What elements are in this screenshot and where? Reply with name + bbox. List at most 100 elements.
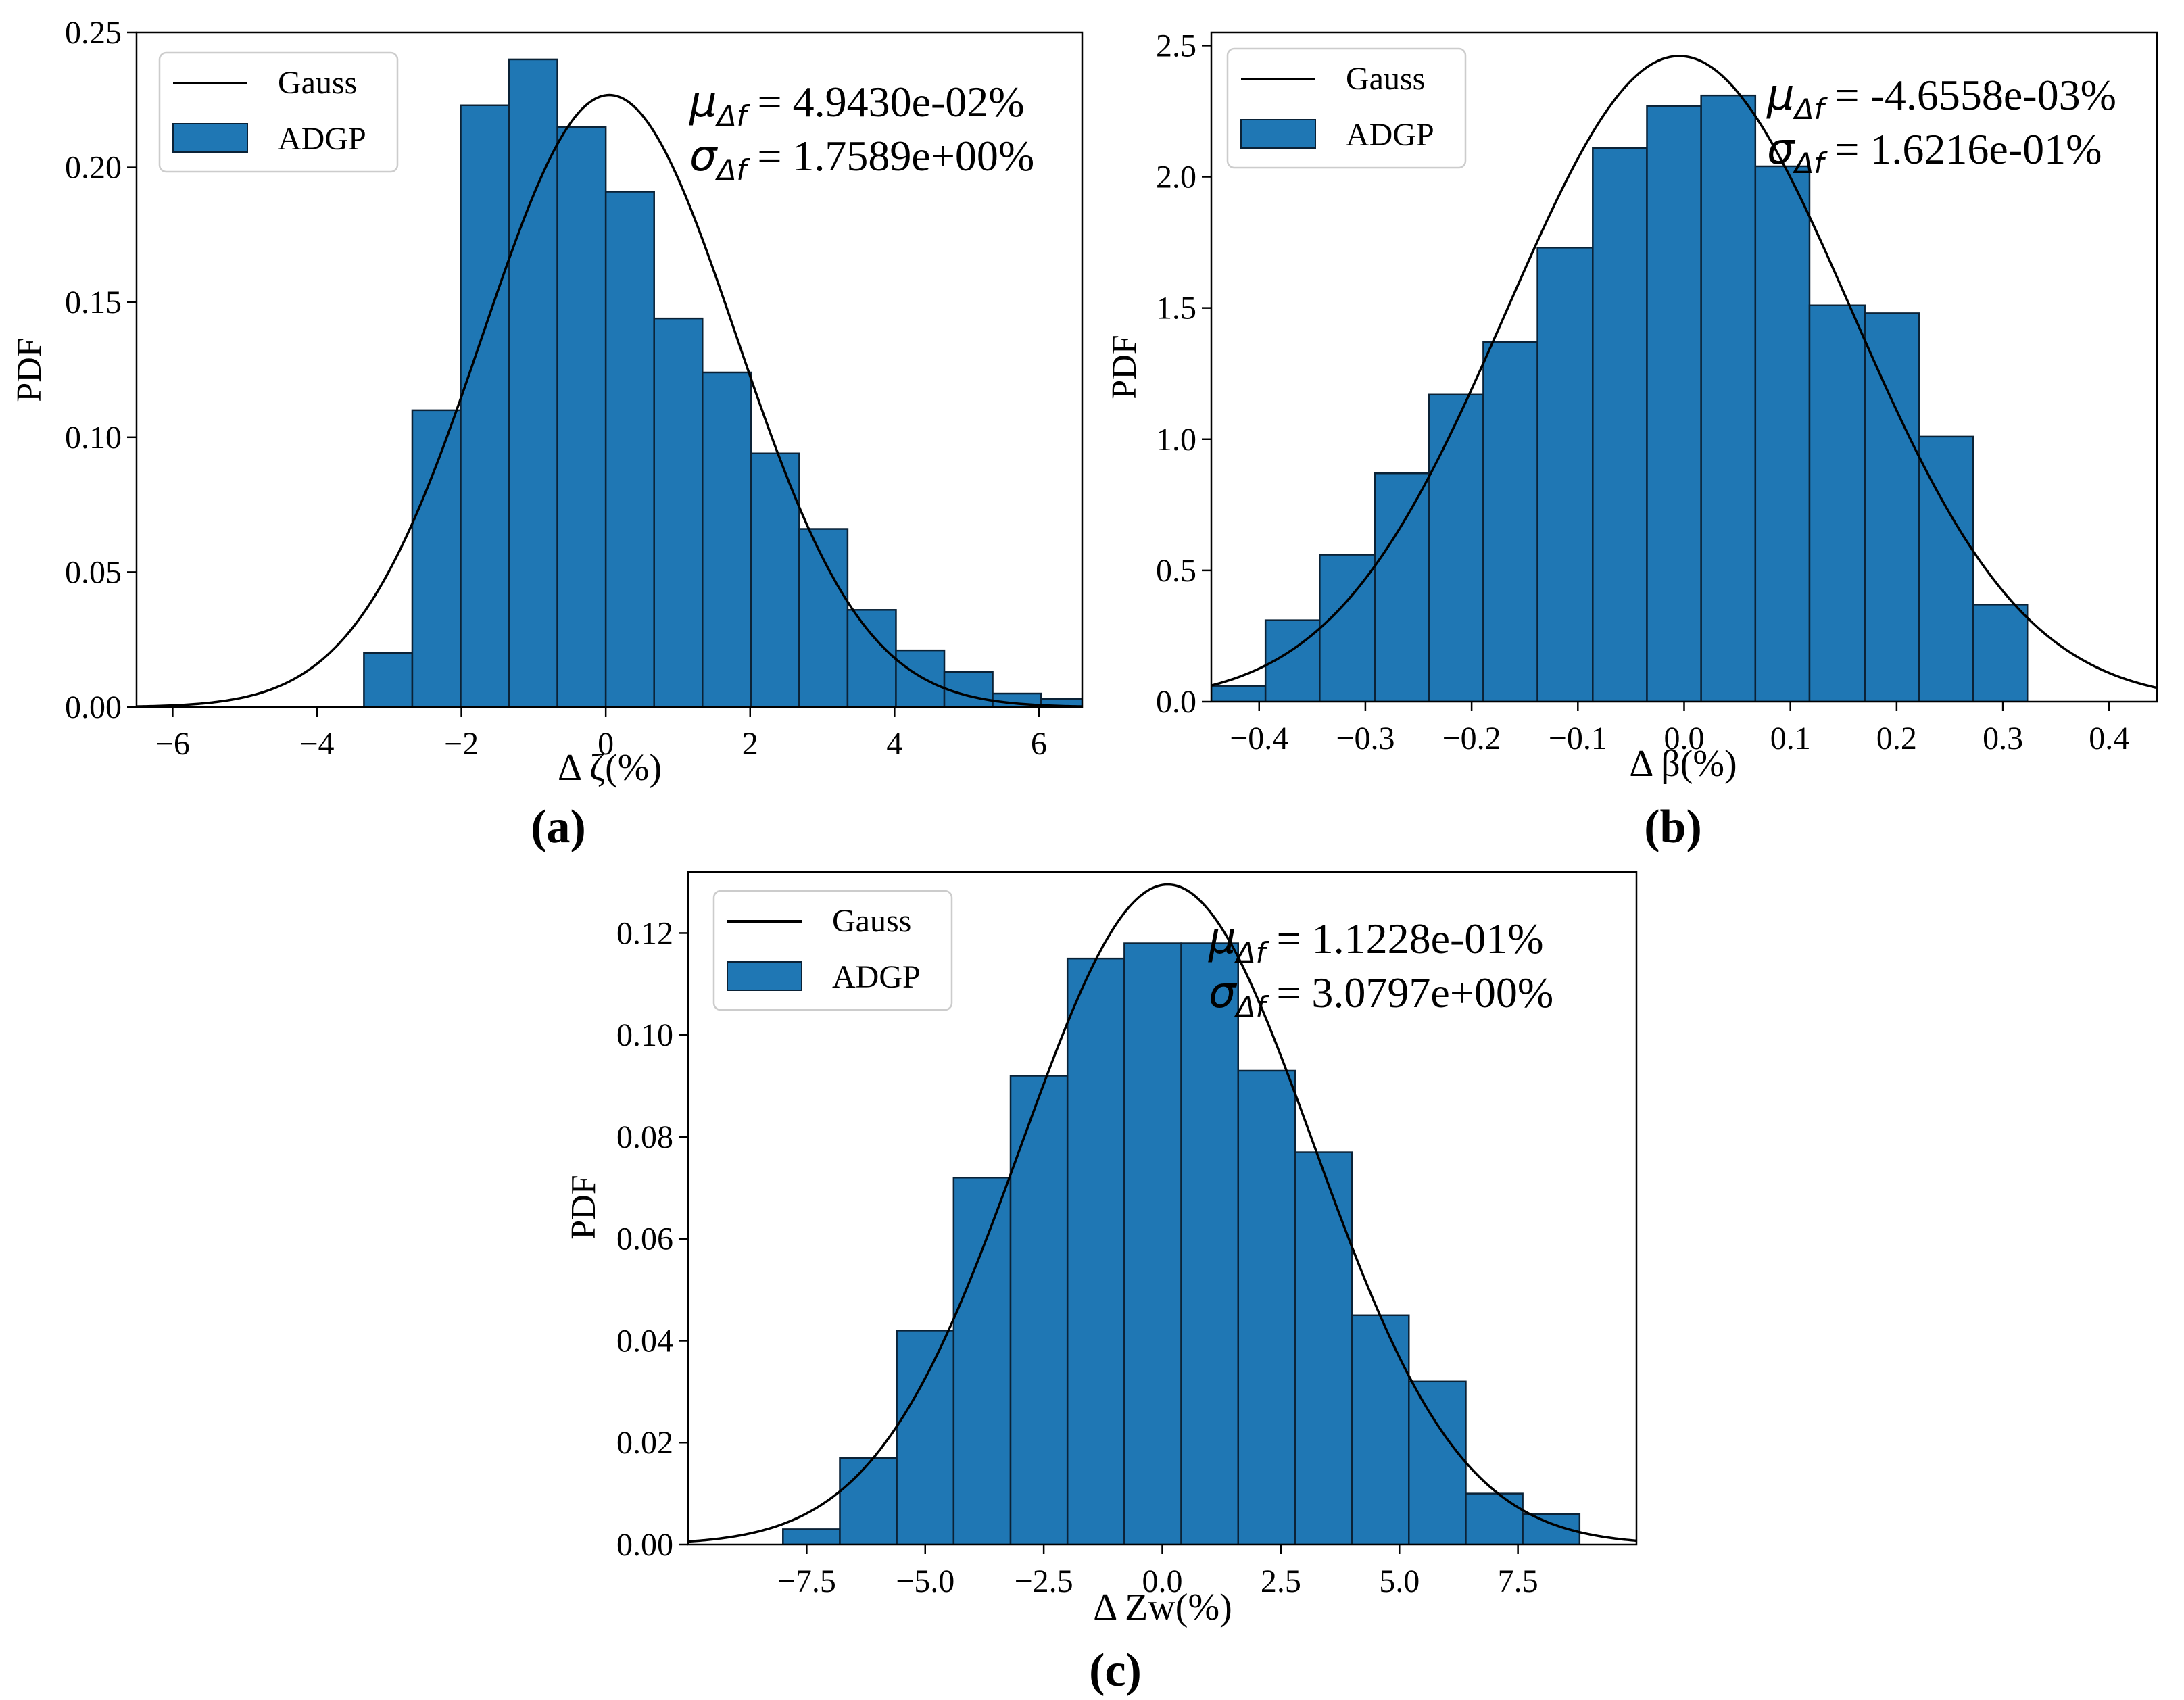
histogram-bar [846, 609, 897, 707]
x-tick-label: 6 [1031, 726, 1047, 762]
x-tick-label: 0.2 [1876, 721, 1917, 756]
y-tick-label: 0.15 [65, 285, 122, 320]
mu-value: = 4.9430e-02% [746, 78, 1024, 126]
x-tick-label: −0.2 [1442, 721, 1501, 756]
histogram-bar [460, 104, 510, 707]
gauss-curve [688, 883, 1636, 1543]
x-tick-label: 5.0 [1379, 1563, 1419, 1599]
y-tick-label: 0.10 [65, 420, 122, 456]
legend-swatch-adgp [1240, 119, 1316, 149]
x-tick-label: −0.3 [1336, 721, 1394, 756]
sigma-symbol: σ [1209, 968, 1238, 1018]
histogram-bar [1237, 1069, 1296, 1545]
chart-panel-b: −0.4 −0.3 −0.2 −0.1 0.0 0.1 0.2 0.3 0.4 0.0 0.5 1.0… [1105, 28, 2158, 785]
panel-label-a: (a) [531, 801, 586, 853]
histogram-bar [1808, 304, 1866, 702]
histogram-bar [1918, 435, 1974, 702]
histogram-bar [1465, 1492, 1524, 1545]
x-tick-label: 2.5 [1261, 1563, 1301, 1599]
histogram-bar [1294, 1151, 1353, 1545]
histogram-bar [556, 126, 607, 707]
sigma-subscript: Δf [1793, 147, 1828, 180]
histogram-bar [750, 452, 800, 707]
histogram-bar [1040, 698, 1082, 707]
y-tick-label: 1.0 [1156, 422, 1196, 458]
histogram-bar [1646, 105, 1702, 702]
mu-subscript: Δf [715, 99, 751, 132]
sigma-annotation: σΔf = 1.7589e+00% [689, 131, 1034, 187]
chart-panel-a: −6 −4 −2 0 2 4 6 0.00 0.05 0.10 0.15 0.20 0.25 Δ ζ(%)… [10, 15, 1084, 789]
y-tick-label: 0.5 [1156, 553, 1196, 589]
x-tick-label: 0.0 [1664, 721, 1705, 756]
x-tick-label: −4 [299, 726, 334, 762]
y-tick-label: 0.05 [65, 554, 122, 590]
y-tick-label: 0.10 [616, 1017, 673, 1053]
legend-swatch-adgp [172, 123, 248, 153]
mu-value: = -4.6558e-03% [1824, 71, 2116, 119]
histogram-bar [1700, 94, 1757, 702]
mu-subscript: Δf [1234, 936, 1270, 969]
gauss-curve [137, 93, 1082, 707]
sigma-annotation: σΔf = 3.0797e+00% [1209, 968, 1553, 1023]
x-axis-label: Δ β(%) [1629, 743, 1737, 785]
y-tick-label: 0.00 [65, 689, 122, 725]
axes-frame [135, 31, 1084, 708]
plot-area [688, 883, 1636, 1545]
x-tick-label: −5.0 [896, 1563, 954, 1599]
y-axis-label: PDF [564, 1175, 603, 1239]
y-tick-label: 0.02 [616, 1425, 673, 1461]
histogram-bar [1536, 247, 1594, 702]
y-tick-label: 0.25 [65, 15, 122, 51]
histogram-bar [895, 649, 946, 707]
mu-annotation: μΔf = -4.6558e-03% [1766, 70, 2116, 126]
y-tick-label: 2.5 [1156, 28, 1196, 64]
x-tick-label: 7.5 [1498, 1563, 1538, 1599]
y-axis-label: PDF [1105, 335, 1144, 399]
histogram-bar [1180, 942, 1239, 1545]
histogram-bar [1374, 472, 1430, 702]
x-tick-label: −6 [155, 726, 190, 762]
histogram-bar [1066, 957, 1125, 1545]
sigma-subscript: Δf [1234, 990, 1270, 1023]
x-tick-label: 0 [598, 726, 614, 762]
x-tick-label: −0.1 [1549, 721, 1607, 756]
histogram-bar [1211, 685, 1267, 702]
histogram-bar [1123, 942, 1182, 1545]
x-tick-label: −7.5 [777, 1563, 836, 1599]
mu-subscript: Δf [1793, 93, 1828, 126]
y-tick-label: 0.06 [616, 1221, 673, 1257]
sigma-symbol: σ [689, 131, 719, 181]
x-tick-label: 0.1 [1770, 721, 1811, 756]
histogram-bar [839, 1457, 898, 1545]
mu-annotation: μΔf = 4.9430e-02% [689, 77, 1025, 132]
mu-symbol: μ [1208, 914, 1236, 964]
x-axis-label: Δ Zw(%) [1093, 1586, 1232, 1628]
histogram-bar [363, 652, 414, 707]
legend-label-adgp: ADGP [832, 959, 921, 995]
mu-annotation: μΔf = 1.1228e-01% [1208, 914, 1544, 969]
legend-label-adgp: ADGP [278, 121, 366, 157]
histogram-bar [1408, 1380, 1467, 1545]
histogram-bar [1351, 1314, 1410, 1545]
x-tick-label: 2 [742, 726, 758, 762]
chart-panel-c: −7.5 −5.0 −2.5 0.0 2.5 5.0 7.5 0.00 0.02 0.04 0.06… [564, 871, 1638, 1628]
gauss-curve [1211, 55, 2157, 689]
y-tick-label: 0.04 [616, 1323, 673, 1359]
histogram-bar [952, 1177, 1012, 1545]
panel-label-b: (b) [1644, 801, 1702, 853]
legend-swatch-adgp [727, 961, 802, 991]
histogram-bar [896, 1330, 955, 1545]
histogram-bar [1482, 341, 1538, 702]
legend-label-gauss: Gauss [1346, 61, 1425, 97]
y-tick-label: 2.0 [1156, 160, 1196, 195]
sigma-value: = 1.7589e+00% [746, 132, 1034, 180]
histogram-bar [702, 371, 752, 707]
histogram-bar [782, 1528, 841, 1545]
plot-area [137, 58, 1082, 707]
x-tick-label: 0.4 [2089, 721, 2129, 756]
sigma-value: = 1.6216e-01% [1824, 125, 2102, 173]
histogram-bar [1264, 619, 1321, 702]
sigma-annotation: σΔf = 1.6216e-01% [1767, 124, 2102, 180]
x-tick-label: 4 [886, 726, 902, 762]
